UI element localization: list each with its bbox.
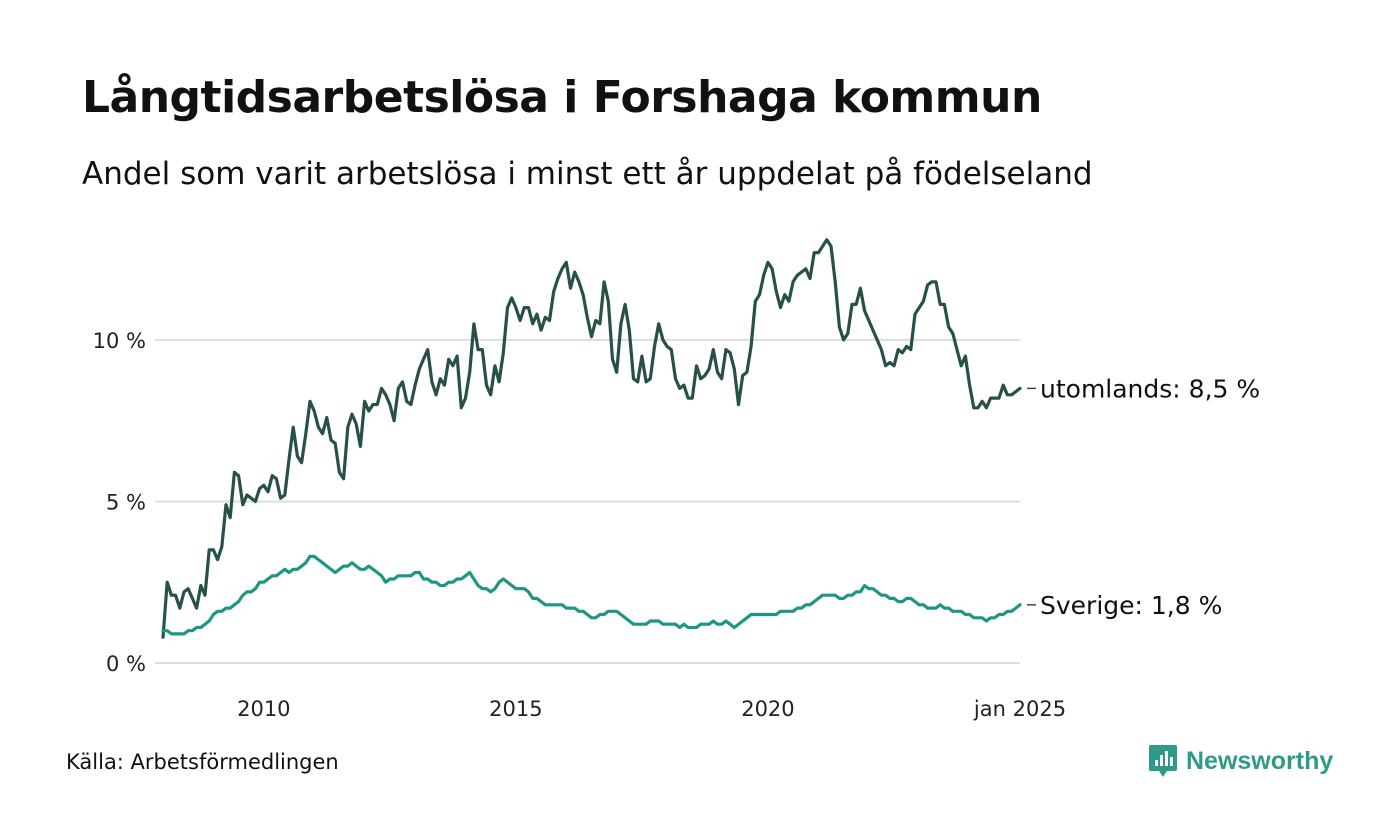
x-tick-label: 2020 [741,697,794,721]
brand-name: Newsworthy [1186,746,1334,775]
y-tick-label: 10 % [93,329,146,353]
series-end-label-sverige: Sverige: 1,8 % [1040,591,1222,620]
x-tick-label: 2010 [237,697,290,721]
chart-title: Långtidsarbetslösa i Forshaga kommun [82,72,1042,123]
chart-subtitle: Andel som varit arbetslösa i minst ett å… [82,156,1093,192]
series-line-utomlands [161,238,1022,639]
y-tick-label: 5 % [106,490,146,514]
y-tick-label: 0 % [106,652,146,676]
series-end-label-utomlands: utomlands: 8,5 % [1040,374,1260,403]
x-tick-label: jan 2025 [973,697,1066,721]
source-note: Källa: Arbetsförmedlingen [66,750,339,774]
x-tick-label: 2015 [489,697,542,721]
series-line-sverige [161,554,1022,636]
newsworthy-logo-icon [1149,745,1177,777]
brand-logo: Newsworthy [1148,743,1333,779]
